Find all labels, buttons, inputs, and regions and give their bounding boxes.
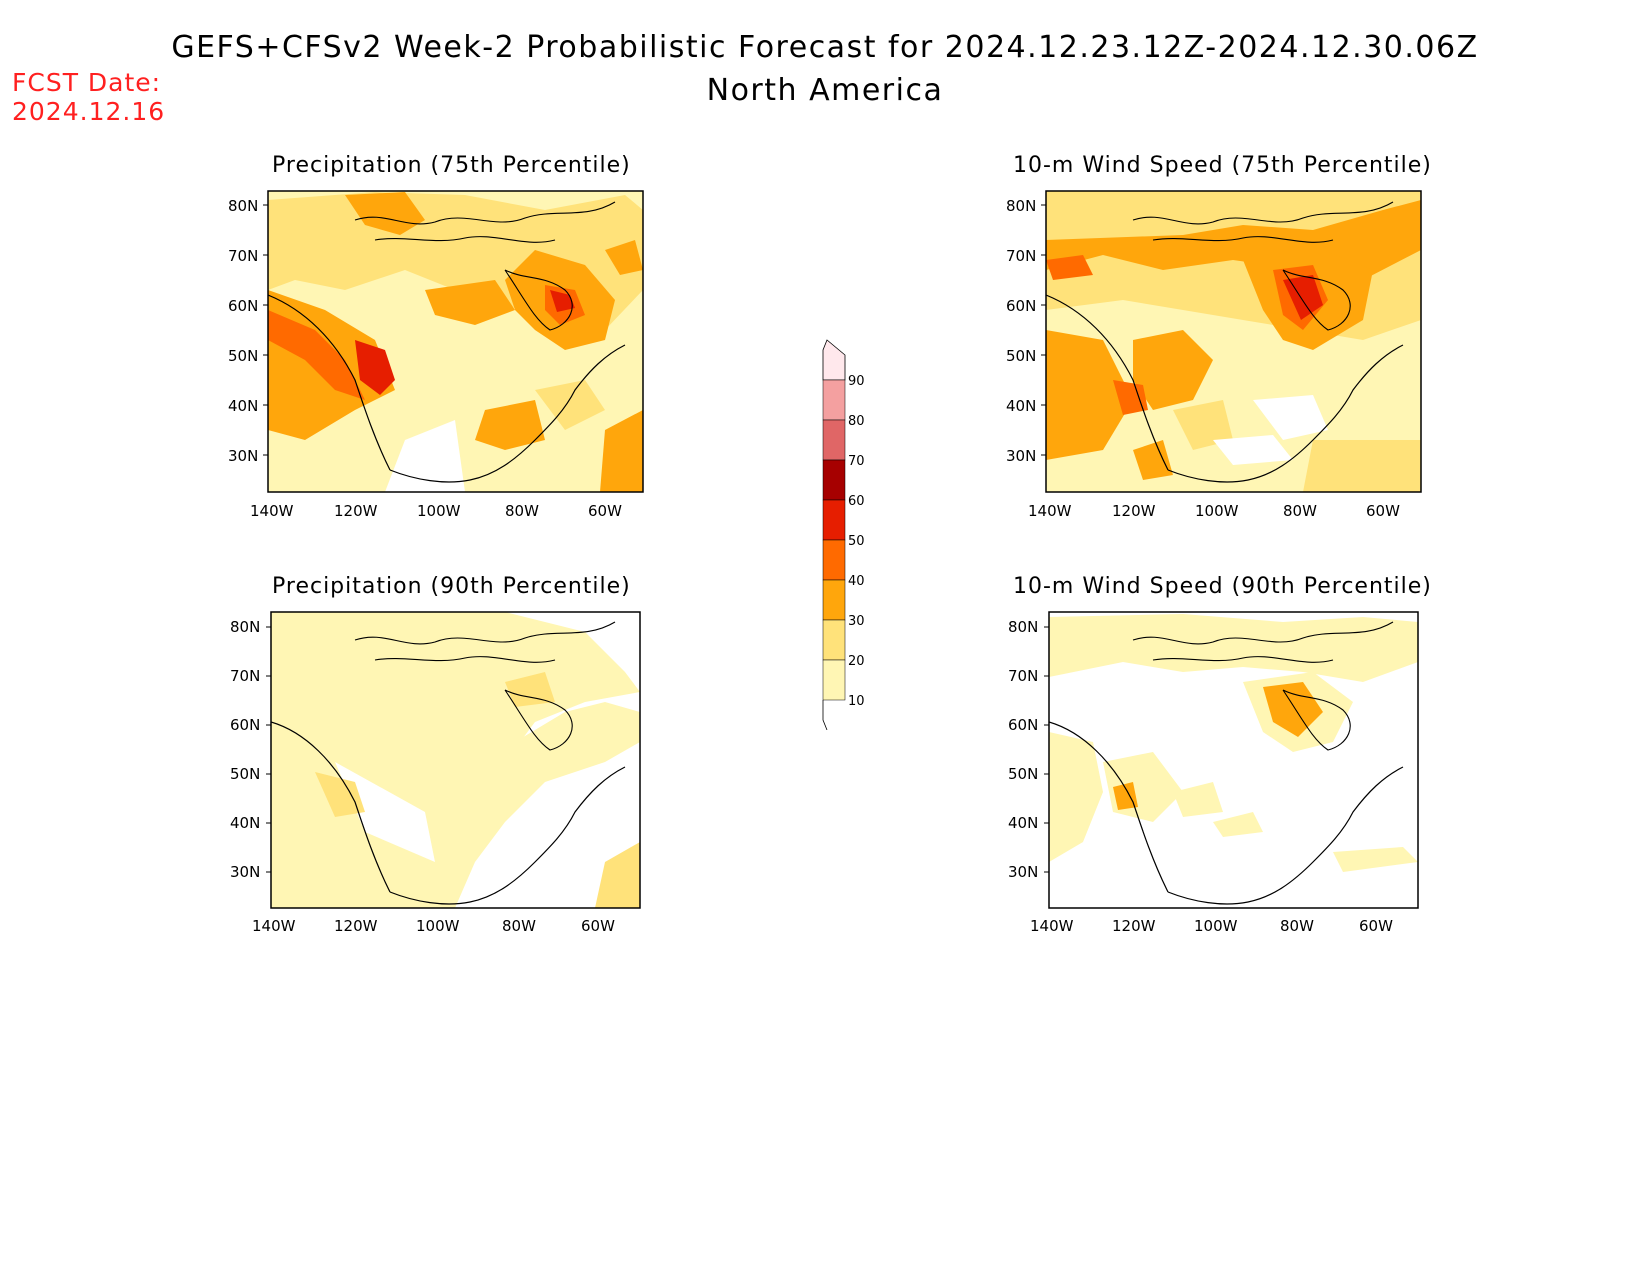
colorbar-label: 70 bbox=[848, 454, 865, 469]
lon-tick-label: 60W bbox=[1366, 502, 1400, 520]
lon-tick-label: 100W bbox=[1195, 502, 1239, 520]
lat-tick-label: 70N bbox=[1006, 247, 1036, 265]
colorbar-swatch-60 bbox=[822, 459, 846, 501]
colorbar-label: 80 bbox=[848, 414, 865, 429]
panel-title: Precipitation (75th Percentile) bbox=[272, 153, 631, 178]
lat-tick-label: 80N bbox=[228, 197, 258, 215]
lat-tick-label: 50N bbox=[228, 347, 258, 365]
lat-tick-label: 40N bbox=[228, 397, 258, 415]
panel-precip-75: Precipitation (75th Percentile) 8 bbox=[205, 140, 665, 530]
wind-90-map: 80N 70N 60N 50N 40N 30N 140W 120W 100W 8… bbox=[1008, 611, 1419, 935]
lat-axis: 80N 70N 60N 50N 40N 30N bbox=[1008, 618, 1049, 881]
panel-wind-75: 10-m Wind Speed (75th Percentile) 80N 70… bbox=[983, 140, 1443, 530]
fcst-date-label: FCST Date: bbox=[12, 68, 162, 97]
lat-tick-label: 30N bbox=[1006, 447, 1036, 465]
colorbar-swatch-40 bbox=[822, 539, 846, 581]
lon-tick-label: 140W bbox=[250, 502, 294, 520]
lat-tick-label: 60N bbox=[1006, 297, 1036, 315]
colorbar-label: 90 bbox=[848, 374, 865, 389]
colorbar-label: 20 bbox=[848, 654, 865, 669]
precip-75-map: 80N 70N 60N 50N 40N 30N 140W 120W 100W 8… bbox=[228, 190, 644, 520]
lon-tick-label: 100W bbox=[416, 917, 460, 935]
colorbar-label: 40 bbox=[848, 574, 865, 589]
colorbar-swatch-20 bbox=[822, 619, 846, 661]
lat-tick-label: 30N bbox=[228, 447, 258, 465]
lon-tick-label: 80W bbox=[502, 917, 536, 935]
lon-tick-label: 120W bbox=[1112, 502, 1156, 520]
lat-axis: 80N 70N 60N 50N 40N 30N bbox=[228, 197, 268, 465]
lon-axis: 140W 120W 100W 80W 60W bbox=[250, 502, 622, 520]
lon-tick-label: 60W bbox=[1359, 917, 1393, 935]
lon-axis: 140W 120W 100W 80W 60W bbox=[1028, 502, 1400, 520]
wind-75-map: 80N 70N 60N 50N 40N 30N 140W 120W 100W 8… bbox=[1006, 190, 1422, 520]
lon-tick-label: 120W bbox=[334, 502, 378, 520]
lat-tick-label: 70N bbox=[1008, 667, 1038, 685]
lat-tick-label: 70N bbox=[230, 667, 260, 685]
lat-tick-label: 60N bbox=[228, 297, 258, 315]
lat-tick-label: 80N bbox=[1008, 618, 1038, 636]
colorbar: 90 80 70 60 50 40 30 20 10 bbox=[822, 339, 865, 730]
fcst-date-value: 2024.12.16 bbox=[12, 97, 166, 126]
lon-tick-label: 80W bbox=[1283, 502, 1317, 520]
lat-axis: 80N 70N 60N 50N 40N 30N bbox=[1006, 197, 1046, 465]
panel-title: Precipitation (90th Percentile) bbox=[272, 574, 631, 599]
lat-tick-label: 60N bbox=[1008, 716, 1038, 734]
fcst-date-block: FCST Date: 2024.12.16 bbox=[12, 68, 165, 126]
main-title: GEFS+CFSv2 Week-2 Probabilistic Forecast… bbox=[171, 30, 1479, 65]
colorbar-label: 50 bbox=[848, 534, 865, 549]
colorbar-swatch-10 bbox=[822, 659, 846, 701]
lat-tick-label: 40N bbox=[1008, 814, 1038, 832]
colorbar-swatch-30 bbox=[822, 579, 846, 621]
panel-precip-90: Precipitation (90th Percentile) 80N 70N … bbox=[205, 562, 665, 952]
lat-tick-label: 30N bbox=[230, 863, 260, 881]
lon-tick-label: 120W bbox=[334, 917, 378, 935]
lon-tick-label: 100W bbox=[1194, 917, 1238, 935]
lon-tick-label: 120W bbox=[1112, 917, 1156, 935]
lon-tick-label: 140W bbox=[1030, 917, 1074, 935]
lon-tick-label: 100W bbox=[417, 502, 461, 520]
lat-axis: 80N 70N 60N 50N 40N 30N bbox=[230, 618, 271, 881]
lat-tick-label: 40N bbox=[1006, 397, 1036, 415]
colorbar-label: 30 bbox=[848, 614, 865, 629]
lat-tick-label: 70N bbox=[228, 247, 258, 265]
panel-wind-90: 10-m Wind Speed (90th Percentile) 80N 70… bbox=[983, 562, 1443, 952]
lon-tick-label: 80W bbox=[505, 502, 539, 520]
lon-tick-label: 140W bbox=[252, 917, 296, 935]
precip-90-map: 80N 70N 60N 50N 40N 30N 140W 120W 100W 8… bbox=[230, 611, 641, 935]
lat-tick-label: 30N bbox=[1008, 863, 1038, 881]
lon-tick-label: 60W bbox=[588, 502, 622, 520]
colorbar-label: 60 bbox=[848, 494, 865, 509]
region-subtitle: North America bbox=[706, 73, 944, 108]
lat-tick-label: 40N bbox=[230, 814, 260, 832]
colorbar-swatch-80 bbox=[822, 379, 846, 421]
lon-axis: 140W 120W 100W 80W 60W bbox=[1030, 917, 1393, 935]
lat-tick-label: 50N bbox=[1008, 765, 1038, 783]
lat-tick-label: 60N bbox=[230, 716, 260, 734]
lat-tick-label: 50N bbox=[230, 765, 260, 783]
colorbar-swatch-70 bbox=[822, 419, 846, 461]
lon-tick-label: 140W bbox=[1028, 502, 1072, 520]
lat-tick-label: 80N bbox=[1006, 197, 1036, 215]
lon-axis: 140W 120W 100W 80W 60W bbox=[252, 917, 615, 935]
lon-tick-label: 80W bbox=[1280, 917, 1314, 935]
lon-tick-label: 60W bbox=[581, 917, 615, 935]
colorbar-label: 10 bbox=[848, 694, 865, 709]
lat-tick-label: 80N bbox=[230, 618, 260, 636]
colorbar-swatch-50 bbox=[822, 499, 846, 541]
panel-title: 10-m Wind Speed (90th Percentile) bbox=[1013, 574, 1432, 599]
lat-tick-label: 50N bbox=[1006, 347, 1036, 365]
panel-title: 10-m Wind Speed (75th Percentile) bbox=[1013, 153, 1432, 178]
